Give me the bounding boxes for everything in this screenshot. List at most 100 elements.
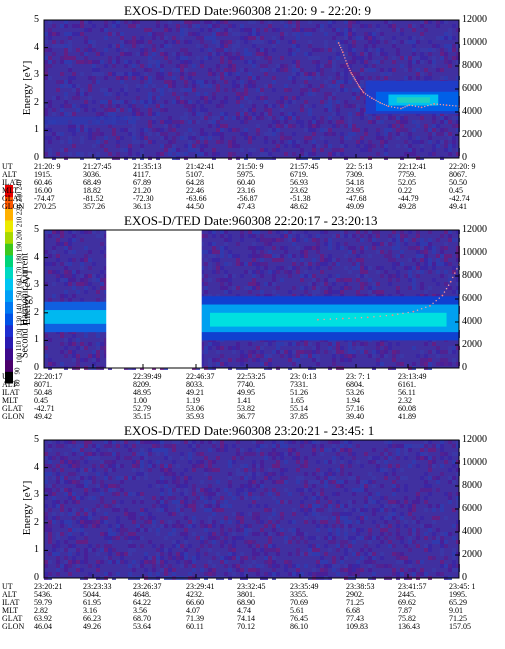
noise-cell bbox=[272, 238, 276, 242]
noise-cell bbox=[72, 496, 76, 500]
noise-cell bbox=[128, 540, 132, 544]
noise-cell bbox=[264, 488, 268, 492]
noise-cell bbox=[392, 350, 396, 354]
noise-cell bbox=[48, 20, 52, 24]
noise-cell bbox=[160, 68, 164, 72]
noise-cell bbox=[200, 144, 204, 148]
noise-cell bbox=[212, 242, 216, 246]
noise-cell bbox=[440, 52, 444, 56]
noise-cell bbox=[228, 520, 232, 524]
noise-cell bbox=[340, 32, 344, 36]
noise-cell bbox=[128, 128, 132, 132]
noise-cell bbox=[340, 568, 344, 572]
noise-cell bbox=[376, 230, 380, 234]
noise-cell bbox=[132, 136, 136, 140]
noise-cell bbox=[380, 250, 384, 254]
noise-cell bbox=[60, 532, 64, 536]
noise-cell bbox=[384, 528, 388, 532]
noise-cell bbox=[332, 258, 336, 262]
noise-cell bbox=[96, 472, 100, 476]
noise-cell bbox=[216, 64, 220, 68]
noise-cell bbox=[412, 444, 416, 448]
noise-cell bbox=[144, 472, 148, 476]
noise-cell bbox=[272, 464, 276, 468]
noise-cell bbox=[52, 230, 56, 234]
noise-cell bbox=[164, 132, 168, 136]
noise-cell bbox=[316, 362, 320, 366]
noise-cell bbox=[100, 230, 104, 234]
temperature-point bbox=[379, 101, 382, 104]
noise-cell bbox=[452, 116, 456, 120]
noise-cell bbox=[416, 40, 420, 44]
noise-cell bbox=[104, 472, 108, 476]
noise-cell bbox=[296, 568, 300, 572]
noise-cell bbox=[356, 560, 360, 564]
noise-cell bbox=[180, 116, 184, 120]
noise-cell bbox=[420, 516, 424, 520]
noise-cell bbox=[252, 532, 256, 536]
noise-cell bbox=[168, 72, 172, 76]
noise-cell bbox=[156, 528, 160, 532]
noise-cell bbox=[76, 88, 80, 92]
noise-cell bbox=[304, 140, 308, 144]
noise-cell bbox=[48, 136, 52, 140]
noise-cell bbox=[356, 104, 360, 108]
noise-cell bbox=[48, 362, 52, 366]
temperature-point bbox=[443, 291, 446, 293]
noise-cell bbox=[168, 20, 172, 24]
noise-cell bbox=[68, 512, 72, 516]
noise-cell bbox=[312, 290, 316, 294]
noise-cell bbox=[64, 492, 68, 496]
noise-cell bbox=[196, 120, 200, 124]
noise-cell bbox=[112, 548, 116, 552]
noise-cell bbox=[272, 88, 276, 92]
noise-cell bbox=[100, 250, 104, 254]
noise-cell bbox=[296, 532, 300, 536]
noise-cell bbox=[200, 568, 204, 572]
noise-cell bbox=[352, 266, 356, 270]
noise-cell bbox=[244, 524, 248, 528]
noise-cell bbox=[280, 36, 284, 40]
noise-cell bbox=[360, 528, 364, 532]
noise-cell bbox=[68, 64, 72, 68]
noise-cell bbox=[220, 76, 224, 80]
noise-cell bbox=[48, 440, 52, 444]
noise-cell bbox=[368, 234, 372, 238]
noise-cell bbox=[332, 278, 336, 282]
noise-cell bbox=[120, 500, 124, 504]
noise-cell bbox=[248, 540, 252, 544]
noise-cell bbox=[48, 540, 52, 544]
noise-cell bbox=[200, 266, 204, 270]
noise-cell bbox=[44, 464, 48, 468]
noise-cell bbox=[356, 36, 360, 40]
noise-cell bbox=[228, 556, 232, 560]
noise-cell bbox=[148, 56, 152, 60]
noise-cell bbox=[244, 128, 248, 132]
noise-cell bbox=[300, 354, 304, 358]
noise-cell bbox=[168, 552, 172, 556]
noise-cell bbox=[368, 140, 372, 144]
noise-cell bbox=[432, 246, 436, 250]
noise-cell bbox=[164, 44, 168, 48]
noise-cell bbox=[256, 230, 260, 234]
noise-cell bbox=[64, 246, 68, 250]
noise-cell bbox=[232, 140, 236, 144]
noise-cell bbox=[60, 520, 64, 524]
noise-cell bbox=[216, 362, 220, 366]
noise-cell bbox=[288, 100, 292, 104]
noise-cell bbox=[164, 548, 168, 552]
noise-cell bbox=[136, 24, 140, 28]
temperature-point bbox=[341, 49, 343, 51]
noise-cell bbox=[420, 32, 424, 36]
noise-cell bbox=[208, 460, 212, 464]
noise-cell bbox=[392, 44, 396, 48]
noise-cell bbox=[344, 32, 348, 36]
noise-cell bbox=[444, 52, 448, 56]
noise-cell bbox=[408, 132, 412, 136]
noise-cell bbox=[52, 468, 56, 472]
noise-cell bbox=[356, 254, 360, 258]
noise-cell bbox=[400, 238, 404, 242]
noise-cell bbox=[180, 508, 184, 512]
noise-cell bbox=[308, 508, 312, 512]
noise-cell bbox=[236, 116, 240, 120]
